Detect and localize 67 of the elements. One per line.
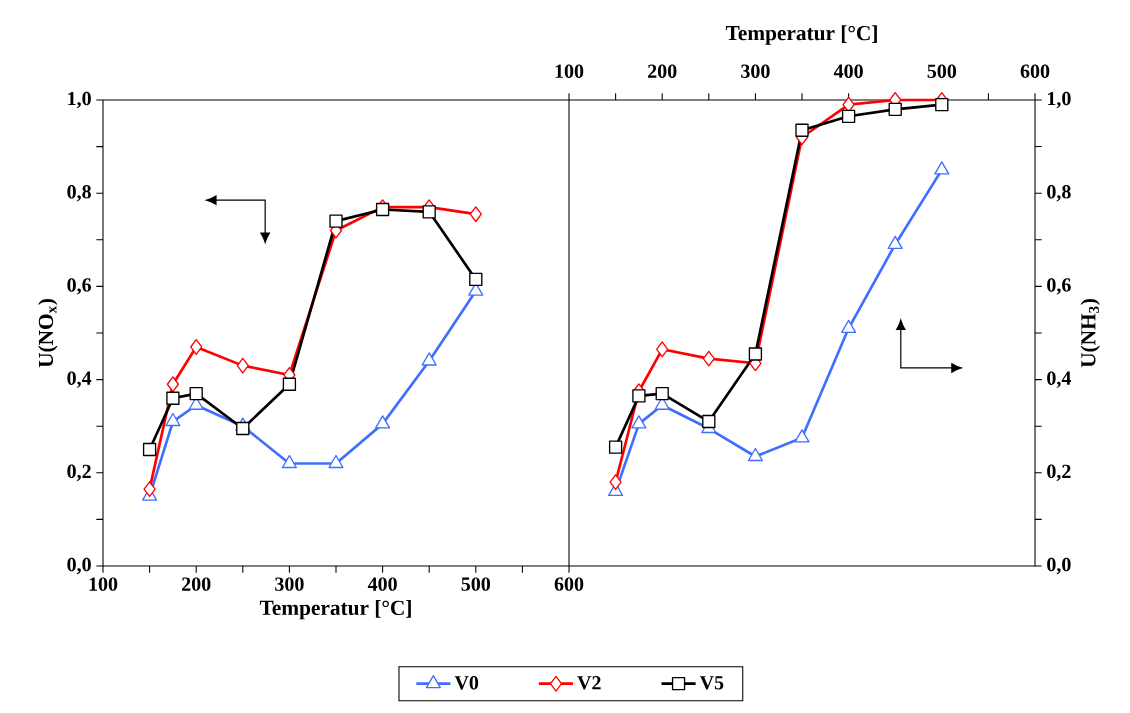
y-tick-label: 1,0 [68, 91, 91, 109]
y-tick-label: 0,0 [67, 557, 91, 575]
point [189, 386, 203, 401]
y2-axis-title: U(NH$_{3}$) [1080, 299, 1100, 368]
point [282, 377, 297, 391]
point [841, 109, 856, 123]
point [422, 205, 436, 219]
y-tick-label: 0,4 [67, 371, 92, 388]
x-axis-title: Temperatur [°C] [725, 25, 877, 45]
x-tick-label: 500 [461, 577, 491, 591]
y2-tick-label: 0,2 [1047, 464, 1071, 481]
point [608, 440, 623, 454]
point [190, 338, 203, 355]
y-tick-label: 0,8 [67, 185, 91, 202]
x-tick-label: 600 [554, 577, 584, 591]
point [887, 235, 903, 250]
y-axis-title: U(NO$_{x}$) [38, 299, 58, 368]
legend-label: V0 [454, 676, 479, 690]
x-tick-label: 100 [89, 577, 118, 591]
x-axis-title: Temperatur [°C] [259, 600, 411, 620]
point [632, 389, 646, 403]
legend-label: V5 [699, 676, 724, 690]
point [469, 206, 482, 223]
y2-tick-label: 1,0 [1048, 91, 1071, 109]
x-tick-label: 500 [927, 64, 957, 78]
x-tick-label: 100 [555, 64, 584, 78]
y2-tick-label: 0,4 [1047, 371, 1072, 388]
y-tick-label: 0,2 [67, 464, 91, 481]
x-tick-label: 600 [1020, 64, 1050, 78]
point [166, 391, 180, 405]
x-tick-label: 400 [833, 64, 863, 78]
point [609, 474, 622, 491]
y2-tick-label: 0,6 [1047, 278, 1071, 295]
point [165, 412, 181, 427]
point [748, 347, 763, 361]
point [236, 357, 249, 374]
point [375, 415, 391, 429]
point [747, 447, 764, 462]
y2-tick-label: 0,8 [1047, 185, 1071, 202]
point [935, 97, 949, 112]
x-tick-label: 300 [275, 577, 304, 591]
x-tick-label: 300 [741, 64, 770, 78]
x-tick-label: 200 [648, 64, 677, 78]
legend-label: V2 [577, 676, 601, 690]
point [888, 102, 902, 116]
point [143, 481, 156, 498]
point [328, 454, 344, 469]
point [794, 429, 810, 443]
y2-tick-label: 0,0 [1047, 557, 1071, 575]
point [656, 341, 669, 358]
point [166, 376, 180, 393]
point [702, 414, 716, 429]
point [934, 161, 950, 175]
point [142, 442, 157, 457]
point [281, 454, 297, 469]
x-tick-label: 400 [367, 577, 397, 591]
point [469, 272, 483, 287]
point [841, 319, 857, 334]
point [795, 123, 809, 137]
y-tick-label: 0,6 [67, 278, 92, 295]
point [631, 415, 647, 429]
x-tick-label: 200 [182, 577, 211, 591]
point [655, 386, 669, 401]
point [329, 214, 343, 228]
point [421, 352, 437, 366]
point [236, 421, 250, 436]
point [702, 350, 715, 367]
